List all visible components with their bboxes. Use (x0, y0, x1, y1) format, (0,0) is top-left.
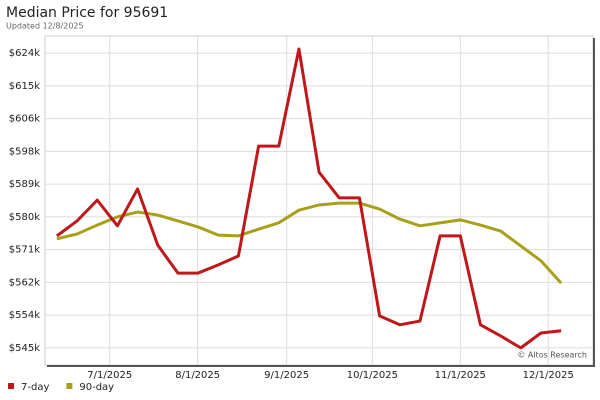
x-tick-label: 12/1/2025 (523, 370, 574, 381)
series-line (56, 201, 563, 285)
x-tick-label: 7/1/2025 (87, 370, 132, 381)
y-tick-label: $598k (9, 146, 40, 157)
legend-swatch (8, 383, 14, 389)
legend-swatch (66, 383, 73, 389)
legend-label: 7-day (21, 382, 49, 393)
series-line (56, 47, 562, 350)
x-tick-label: 11/1/2025 (435, 370, 486, 381)
chart-subtitle: Updated 12/8/2025 (6, 22, 84, 31)
y-tick-label: $606k (9, 114, 40, 125)
y-tick-label: $562k (9, 277, 40, 288)
x-tick-label: 8/1/2025 (175, 370, 220, 381)
legend-label: 90-day (79, 382, 114, 393)
y-tick-label: $554k (9, 310, 40, 321)
y-tick-label: $571k (9, 245, 40, 256)
y-tick-label: $580k (9, 212, 40, 223)
chart-title: Median Price for 95691 (6, 5, 168, 21)
plot-area (44, 35, 594, 366)
y-tick-label: $624k (9, 48, 40, 59)
x-tick-label: 10/1/2025 (347, 370, 398, 381)
y-tick-label: $615k (9, 81, 40, 92)
y-tick-label: $589k (9, 179, 40, 190)
x-tick-label: 9/1/2025 (264, 370, 309, 381)
y-tick-label: $545k (9, 343, 40, 354)
watermark: © Altos Research (517, 351, 587, 360)
